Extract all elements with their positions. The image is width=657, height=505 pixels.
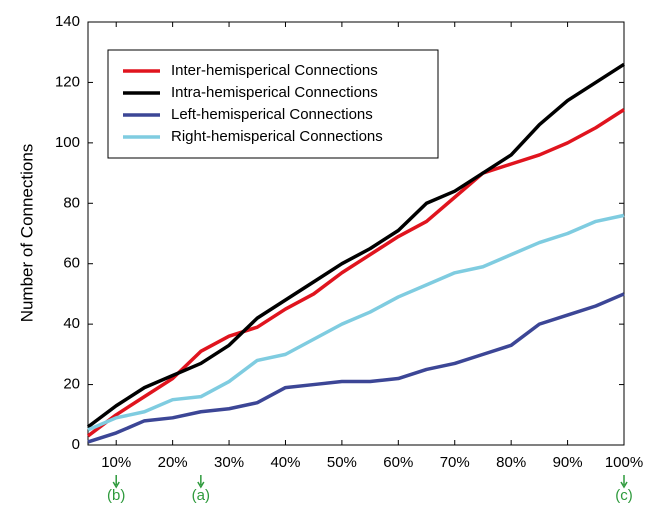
legend-label: Right-hemisperical Connections [171,128,383,145]
x-tick-label: 50% [327,454,357,471]
x-tick-label: 100% [605,454,643,471]
series-line [86,62,625,429]
legend-label: Inter-hemisperical Connections [171,62,378,79]
y-tick-label: 140 [55,13,80,30]
y-tick-label: 60 [63,255,80,272]
annotation-label: (b) [107,487,125,504]
x-tick-label: 90% [553,454,583,471]
legend-box [107,49,439,159]
legend-label: Left-hemisperical Connections [171,106,373,123]
series-line [86,108,625,438]
annotation-arrowhead [112,481,120,489]
annotation-label: (c) [615,487,633,504]
x-tick-label: 10% [101,454,131,471]
annotation-label: (a) [192,487,210,504]
series-line [87,213,625,432]
y-tick-label: 40 [63,315,80,332]
y-tick-label: 80 [63,194,80,211]
x-tick-label: 80% [496,454,526,471]
plot-frame [87,21,625,446]
x-tick-label: 40% [270,454,300,471]
annotation-arrowhead [620,481,628,489]
series-line [87,292,625,444]
y-tick-label: 100 [55,134,80,151]
x-tick-label: 20% [158,454,188,471]
x-tick-label: 60% [383,454,413,471]
x-tick-label: 30% [214,454,244,471]
x-tick-label: 70% [440,454,470,471]
y-tick-label: 20 [63,376,80,393]
y-axis-label: Number of Connections [17,144,36,323]
legend-label: Intra-hemisperical Connections [171,84,378,101]
annotation-arrowhead [197,481,205,489]
y-tick-label: 0 [72,436,80,453]
y-tick-label: 120 [55,73,80,90]
